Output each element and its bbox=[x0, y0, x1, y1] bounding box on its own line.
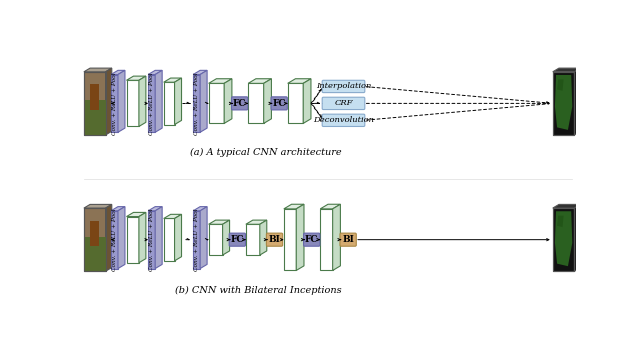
Text: Conv. + ReLU + Pool: Conv. + ReLU + Pool bbox=[112, 72, 117, 135]
Polygon shape bbox=[333, 204, 340, 270]
Polygon shape bbox=[209, 220, 230, 224]
Polygon shape bbox=[553, 204, 580, 208]
Polygon shape bbox=[84, 204, 112, 208]
Polygon shape bbox=[200, 70, 207, 132]
Polygon shape bbox=[320, 209, 333, 270]
Polygon shape bbox=[84, 68, 112, 72]
Polygon shape bbox=[127, 80, 139, 126]
Polygon shape bbox=[260, 220, 267, 255]
Polygon shape bbox=[557, 79, 564, 91]
Polygon shape bbox=[164, 218, 175, 261]
Polygon shape bbox=[248, 83, 264, 123]
Polygon shape bbox=[209, 79, 232, 83]
Polygon shape bbox=[127, 217, 139, 263]
Text: CRF: CRF bbox=[334, 99, 353, 107]
Polygon shape bbox=[164, 214, 182, 218]
Polygon shape bbox=[111, 74, 118, 132]
Polygon shape bbox=[127, 76, 146, 80]
Polygon shape bbox=[209, 83, 224, 123]
FancyBboxPatch shape bbox=[232, 97, 248, 110]
Polygon shape bbox=[84, 236, 106, 271]
Polygon shape bbox=[320, 204, 340, 209]
Polygon shape bbox=[111, 211, 118, 269]
Polygon shape bbox=[575, 204, 580, 271]
Polygon shape bbox=[555, 75, 572, 130]
Text: Conv. + ReLU + Pool: Conv. + ReLU + Pool bbox=[112, 208, 117, 271]
Polygon shape bbox=[106, 204, 112, 271]
Polygon shape bbox=[288, 79, 311, 83]
Text: Conv. + ReLU + Pool: Conv. + ReLU + Pool bbox=[194, 208, 199, 271]
Polygon shape bbox=[90, 84, 99, 110]
Polygon shape bbox=[193, 74, 200, 132]
Text: BI: BI bbox=[342, 235, 354, 244]
Polygon shape bbox=[118, 206, 125, 269]
FancyBboxPatch shape bbox=[303, 233, 320, 246]
Polygon shape bbox=[84, 72, 106, 135]
Text: FC: FC bbox=[305, 235, 319, 244]
FancyBboxPatch shape bbox=[322, 97, 365, 109]
Text: BI: BI bbox=[269, 235, 280, 244]
FancyBboxPatch shape bbox=[340, 233, 356, 246]
Polygon shape bbox=[118, 70, 125, 132]
Polygon shape bbox=[303, 79, 311, 123]
Polygon shape bbox=[155, 70, 162, 132]
Polygon shape bbox=[175, 214, 182, 261]
Polygon shape bbox=[224, 79, 232, 123]
Polygon shape bbox=[84, 208, 106, 271]
Polygon shape bbox=[148, 211, 155, 269]
Polygon shape bbox=[553, 68, 580, 72]
Text: Conv. + ReLU + Pool: Conv. + ReLU + Pool bbox=[149, 72, 154, 135]
Polygon shape bbox=[284, 204, 304, 209]
Polygon shape bbox=[127, 212, 146, 217]
Polygon shape bbox=[193, 70, 207, 74]
Polygon shape bbox=[555, 211, 572, 266]
FancyBboxPatch shape bbox=[266, 233, 283, 246]
Polygon shape bbox=[148, 70, 162, 74]
Polygon shape bbox=[106, 68, 112, 135]
Polygon shape bbox=[200, 206, 207, 269]
Polygon shape bbox=[111, 206, 125, 211]
Polygon shape bbox=[223, 220, 230, 255]
Polygon shape bbox=[111, 70, 125, 74]
FancyBboxPatch shape bbox=[271, 97, 287, 110]
Polygon shape bbox=[148, 206, 162, 211]
Polygon shape bbox=[296, 204, 304, 270]
Text: Conv. + ReLU + Pool: Conv. + ReLU + Pool bbox=[149, 208, 154, 271]
FancyBboxPatch shape bbox=[229, 233, 246, 246]
Polygon shape bbox=[288, 83, 303, 123]
Polygon shape bbox=[139, 76, 146, 126]
Polygon shape bbox=[84, 100, 106, 135]
Polygon shape bbox=[209, 224, 223, 255]
Polygon shape bbox=[553, 208, 575, 271]
Polygon shape bbox=[148, 74, 155, 132]
Polygon shape bbox=[284, 209, 296, 270]
Polygon shape bbox=[155, 206, 162, 269]
Polygon shape bbox=[90, 221, 99, 246]
Polygon shape bbox=[248, 79, 271, 83]
Polygon shape bbox=[164, 82, 175, 125]
Text: FC: FC bbox=[273, 99, 286, 108]
Text: FC: FC bbox=[230, 235, 244, 244]
Polygon shape bbox=[193, 206, 207, 211]
Text: (b) CNN with Bilateral Inceptions: (b) CNN with Bilateral Inceptions bbox=[175, 286, 342, 295]
Polygon shape bbox=[246, 224, 260, 255]
Polygon shape bbox=[557, 216, 564, 227]
FancyBboxPatch shape bbox=[322, 114, 365, 126]
Polygon shape bbox=[175, 78, 182, 125]
Polygon shape bbox=[193, 211, 200, 269]
Polygon shape bbox=[575, 68, 580, 135]
Text: Deconvolution: Deconvolution bbox=[313, 116, 374, 124]
Text: Interpolation: Interpolation bbox=[316, 82, 371, 91]
Text: (a) A typical CNN architecture: (a) A typical CNN architecture bbox=[190, 148, 342, 157]
Polygon shape bbox=[164, 78, 182, 82]
FancyBboxPatch shape bbox=[322, 80, 365, 93]
Text: Conv. + ReLU + Pool: Conv. + ReLU + Pool bbox=[194, 72, 199, 135]
Text: FC: FC bbox=[233, 99, 246, 108]
Polygon shape bbox=[264, 79, 271, 123]
Polygon shape bbox=[139, 212, 146, 263]
Polygon shape bbox=[553, 72, 575, 135]
Polygon shape bbox=[246, 220, 267, 224]
